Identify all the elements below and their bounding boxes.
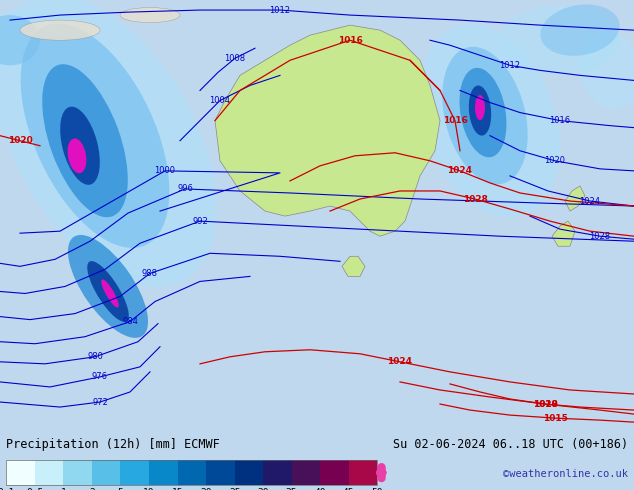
Text: 20: 20 xyxy=(200,488,212,490)
Text: 1020: 1020 xyxy=(533,399,557,409)
Text: 1004: 1004 xyxy=(209,96,231,105)
Bar xyxy=(92,460,120,486)
Text: 1016: 1016 xyxy=(337,36,363,45)
Bar xyxy=(263,460,292,486)
Ellipse shape xyxy=(68,138,86,173)
Bar xyxy=(6,460,377,486)
Ellipse shape xyxy=(420,24,560,218)
Text: 25: 25 xyxy=(229,488,240,490)
Text: 1015: 1015 xyxy=(543,414,567,422)
Text: 0.1: 0.1 xyxy=(0,488,15,490)
Bar xyxy=(320,460,349,486)
Polygon shape xyxy=(565,186,585,211)
Text: 1012: 1012 xyxy=(500,61,521,70)
Polygon shape xyxy=(215,25,440,236)
Text: 1020: 1020 xyxy=(8,136,32,145)
Text: 1028: 1028 xyxy=(463,195,488,203)
Ellipse shape xyxy=(469,86,491,136)
Text: 1016: 1016 xyxy=(443,116,467,125)
Text: Su 02-06-2024 06..18 UTC (00+186): Su 02-06-2024 06..18 UTC (00+186) xyxy=(392,438,628,451)
Text: 976: 976 xyxy=(92,372,108,381)
Text: 50: 50 xyxy=(372,488,383,490)
Text: 1024: 1024 xyxy=(448,167,472,175)
Text: 5: 5 xyxy=(117,488,124,490)
Ellipse shape xyxy=(460,68,507,157)
Text: ©weatheronline.co.uk: ©weatheronline.co.uk xyxy=(503,469,628,479)
Bar xyxy=(120,460,149,486)
Ellipse shape xyxy=(120,7,180,23)
Bar xyxy=(349,460,377,486)
Bar xyxy=(235,460,263,486)
Ellipse shape xyxy=(60,107,100,185)
Text: 1028: 1028 xyxy=(590,232,611,241)
Ellipse shape xyxy=(101,279,119,308)
Ellipse shape xyxy=(68,235,148,338)
Ellipse shape xyxy=(443,47,527,184)
Ellipse shape xyxy=(0,10,90,71)
Ellipse shape xyxy=(579,31,634,110)
Ellipse shape xyxy=(21,24,169,248)
Bar xyxy=(63,460,92,486)
Ellipse shape xyxy=(0,15,40,65)
Text: 40: 40 xyxy=(314,488,326,490)
Bar xyxy=(292,460,320,486)
Bar xyxy=(6,460,35,486)
Text: 2: 2 xyxy=(89,488,95,490)
Text: Precipitation (12h) [mm] ECMWF: Precipitation (12h) [mm] ECMWF xyxy=(6,438,220,451)
Ellipse shape xyxy=(540,4,619,56)
Text: 980: 980 xyxy=(87,352,103,361)
Ellipse shape xyxy=(475,95,485,120)
Text: 1018: 1018 xyxy=(533,399,557,409)
Bar xyxy=(149,460,178,486)
Text: 0.5: 0.5 xyxy=(26,488,44,490)
Ellipse shape xyxy=(500,5,620,75)
Text: 10: 10 xyxy=(143,488,155,490)
Bar xyxy=(178,460,206,486)
Polygon shape xyxy=(342,256,365,276)
Text: 1008: 1008 xyxy=(224,54,245,63)
Text: 984: 984 xyxy=(122,317,138,326)
Text: 1016: 1016 xyxy=(550,116,571,125)
Text: 30: 30 xyxy=(257,488,269,490)
Ellipse shape xyxy=(87,261,129,322)
Ellipse shape xyxy=(0,0,217,287)
Text: 1024: 1024 xyxy=(579,196,600,205)
Text: 996: 996 xyxy=(177,184,193,194)
Text: 1020: 1020 xyxy=(545,156,566,165)
Bar xyxy=(35,460,63,486)
Text: 1012: 1012 xyxy=(269,5,290,15)
Text: 1000: 1000 xyxy=(155,167,176,175)
Text: 45: 45 xyxy=(343,488,354,490)
Ellipse shape xyxy=(20,20,100,40)
Text: 15: 15 xyxy=(172,488,183,490)
Polygon shape xyxy=(552,221,575,246)
Text: 1024: 1024 xyxy=(387,357,413,367)
Text: 972: 972 xyxy=(92,397,108,407)
Bar xyxy=(206,460,235,486)
Ellipse shape xyxy=(42,64,128,217)
Text: 35: 35 xyxy=(286,488,297,490)
Text: 1: 1 xyxy=(60,488,67,490)
Text: 988: 988 xyxy=(142,269,158,278)
Text: 992: 992 xyxy=(192,217,208,225)
